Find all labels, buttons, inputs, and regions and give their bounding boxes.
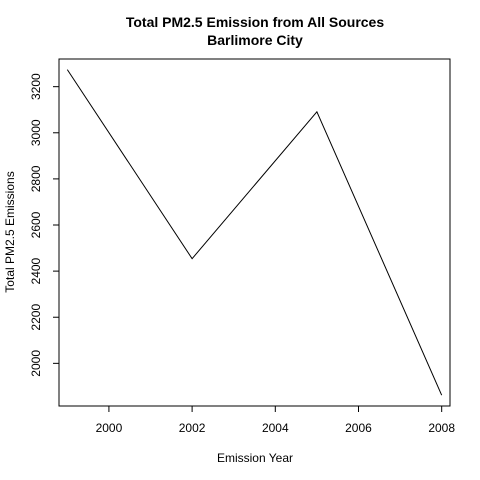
y-axis: 2000 2200 2400 2600 2800 3000 3200 [29,73,59,377]
chart-title: Total PM2.5 Emission from All Sources [126,14,384,30]
y-tick-label: 2200 [29,304,43,331]
y-axis-label: Total PM2.5 Emissions [3,171,17,292]
x-tick-label: 2004 [262,421,289,435]
x-tick-label: 2006 [345,421,372,435]
y-tick-label: 2400 [29,257,43,284]
y-tick-label: 3000 [29,119,43,146]
x-axis: 2000 2002 2004 2006 2008 [96,406,455,435]
x-tick-label: 2002 [179,421,206,435]
x-tick-label: 2000 [96,421,123,435]
chart-subtitle: Barlimore City [207,32,303,48]
y-tick-label: 2600 [29,211,43,238]
y-tick-label: 2800 [29,165,43,192]
series-line [66,69,443,396]
x-tick-label: 2008 [428,421,455,435]
series-layer [66,69,443,396]
plot-frame [58,58,451,407]
y-tick-label: 3200 [29,73,43,100]
x-axis-label: Emission Year [217,451,293,465]
y-tick-label: 2000 [29,350,43,377]
